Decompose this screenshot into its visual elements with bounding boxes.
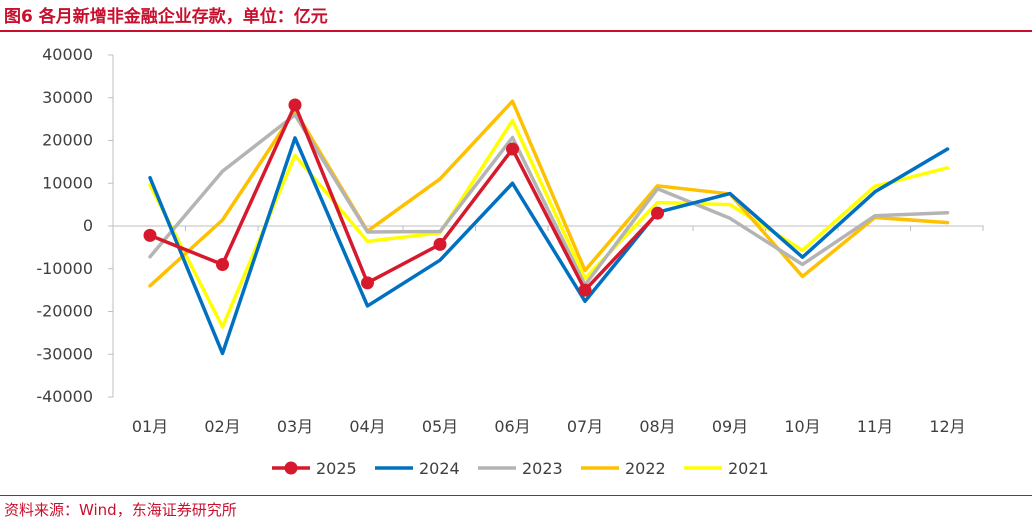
legend: 2025 2024 2023 2022 2021 — [272, 459, 769, 478]
x-tick-label: 02月 — [204, 417, 240, 436]
legend-label-2025: 2025 — [316, 459, 357, 478]
x-tick-label: 03月 — [277, 417, 313, 436]
legend-label-2022: 2022 — [625, 459, 666, 478]
x-tick-label: 06月 — [494, 417, 530, 436]
x-tick-label: 01月 — [132, 417, 168, 436]
x-tick-label: 10月 — [784, 417, 820, 436]
x-tick-label: 04月 — [349, 417, 385, 436]
data-point-2025 — [433, 237, 447, 251]
source-note: 资料来源：Wind，东海证券研究所 — [4, 501, 237, 519]
y-tick-label: 30000 — [42, 88, 93, 107]
data-point-2025 — [216, 257, 229, 271]
axes: 40000 30000 20000 10000 0 -10000 -20000 -30000 -… — [36, 45, 984, 436]
data-point-2025 — [143, 228, 157, 242]
y-tick-label: -20000 — [36, 302, 93, 321]
series-line-2022 — [148, 99, 950, 288]
y-tick-label: -40000 — [36, 387, 93, 406]
source-divider — [0, 495, 1032, 496]
x-tick-label: 12月 — [929, 417, 965, 436]
line-chart: 40000 30000 20000 10000 0 -10000 -20000 -30000 -… — [36, 45, 984, 478]
x-tick-label: 07月 — [567, 417, 603, 436]
x-tick-label: 09月 — [712, 417, 748, 436]
x-tick-label: 05月 — [422, 417, 458, 436]
x-tick-label: 08月 — [639, 417, 675, 436]
data-point-2025 — [651, 206, 664, 220]
y-tick-label: -10000 — [36, 259, 93, 278]
data-point-2025 — [288, 98, 302, 112]
data-point-2025 — [578, 283, 592, 297]
title-divider — [0, 30, 1032, 32]
y-tick-label: 40000 — [42, 45, 93, 64]
x-tick-label: 11月 — [857, 417, 893, 436]
chart-title: 图6 各月新增非金融企业存款，单位：亿元 — [4, 7, 328, 27]
plot-area — [143, 98, 950, 356]
y-tick-label: 0 — [83, 216, 93, 235]
y-tick-label: -30000 — [36, 344, 93, 363]
y-tick-label: 10000 — [42, 173, 93, 192]
legend-label-2024: 2024 — [419, 459, 460, 478]
series-line-2025 — [148, 103, 660, 292]
data-point-2025 — [361, 276, 374, 290]
y-tick-label: 20000 — [42, 131, 93, 150]
data-point-2025 — [506, 142, 519, 156]
series-line-2023 — [148, 113, 950, 287]
series-line-2021 — [148, 118, 950, 329]
legend-marker-2025 — [284, 461, 298, 475]
series-line-2024 — [148, 136, 950, 356]
legend-label-2023: 2023 — [522, 459, 563, 478]
legend-label-2021: 2021 — [728, 459, 769, 478]
